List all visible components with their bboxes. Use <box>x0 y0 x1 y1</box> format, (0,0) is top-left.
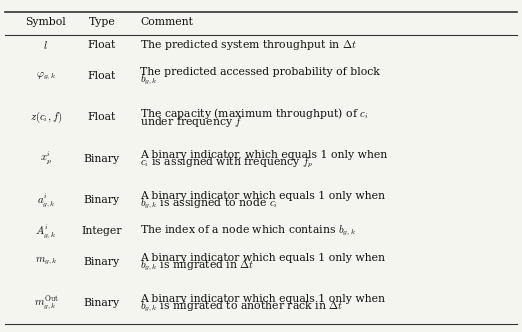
Text: Integer: Integer <box>81 226 122 236</box>
Text: $x_p^i$: $x_p^i$ <box>40 150 52 167</box>
Text: A binary indicator which equals 1 only when: A binary indicator which equals 1 only w… <box>140 294 385 304</box>
Text: Binary: Binary <box>84 154 120 164</box>
Text: Comment: Comment <box>140 17 193 27</box>
Text: Symbol: Symbol <box>26 17 66 27</box>
Text: $b_{g,k}$ is migrated in $\Delta t$: $b_{g,k}$ is migrated in $\Delta t$ <box>140 259 254 273</box>
Text: $l$: $l$ <box>43 39 49 51</box>
Text: $A_{g,k}^i$: $A_{g,k}^i$ <box>35 222 56 240</box>
Text: A binary indicator, which equals 1 only when: A binary indicator, which equals 1 only … <box>140 149 387 159</box>
Text: The index of a node which contains $b_{g,k}$: The index of a node which contains $b_{g… <box>140 224 356 238</box>
Text: under frequency $f$: under frequency $f$ <box>140 115 243 128</box>
Text: The predicted accessed probability of block: The predicted accessed probability of bl… <box>140 67 380 77</box>
Text: Float: Float <box>88 71 116 81</box>
Text: $m_{g,k}$: $m_{g,k}$ <box>35 256 57 268</box>
Text: $m_{g,k}^{\mathrm{Out}}$: $m_{g,k}^{\mathrm{Out}}$ <box>33 294 58 312</box>
Text: A binary indicator which equals 1 only when: A binary indicator which equals 1 only w… <box>140 191 385 201</box>
Text: Binary: Binary <box>84 298 120 308</box>
Text: $\varphi_{g,k}$: $\varphi_{g,k}$ <box>36 70 56 82</box>
Text: $b_{g,k}$ is migrated to another rack in $\Delta t$: $b_{g,k}$ is migrated to another rack in… <box>140 300 343 314</box>
Text: A binary indicator which equals 1 only when: A binary indicator which equals 1 only w… <box>140 253 385 263</box>
Text: The predicted system throughput in $\Delta t$: The predicted system throughput in $\Del… <box>140 38 357 52</box>
Text: $a_{g,k}^i$: $a_{g,k}^i$ <box>37 191 55 209</box>
Text: Binary: Binary <box>84 195 120 205</box>
Text: Float: Float <box>88 40 116 50</box>
Text: The capacity (maximum throughput) of $c_i$: The capacity (maximum throughput) of $c_… <box>140 106 369 121</box>
Text: Binary: Binary <box>84 257 120 267</box>
Text: $b_{g,k}$: $b_{g,k}$ <box>140 73 158 87</box>
Text: $z(c_i, f)$: $z(c_i, f)$ <box>30 110 62 125</box>
Text: Type: Type <box>88 17 115 27</box>
Text: $c_i$ is assigned with frequency $f_p$: $c_i$ is assigned with frequency $f_p$ <box>140 156 313 170</box>
Text: $b_{g,k}$ is assigned to node $c_i$: $b_{g,k}$ is assigned to node $c_i$ <box>140 197 278 211</box>
Text: Float: Float <box>88 113 116 123</box>
